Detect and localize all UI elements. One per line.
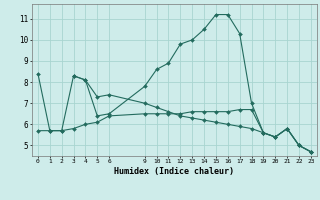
X-axis label: Humidex (Indice chaleur): Humidex (Indice chaleur)	[115, 167, 234, 176]
